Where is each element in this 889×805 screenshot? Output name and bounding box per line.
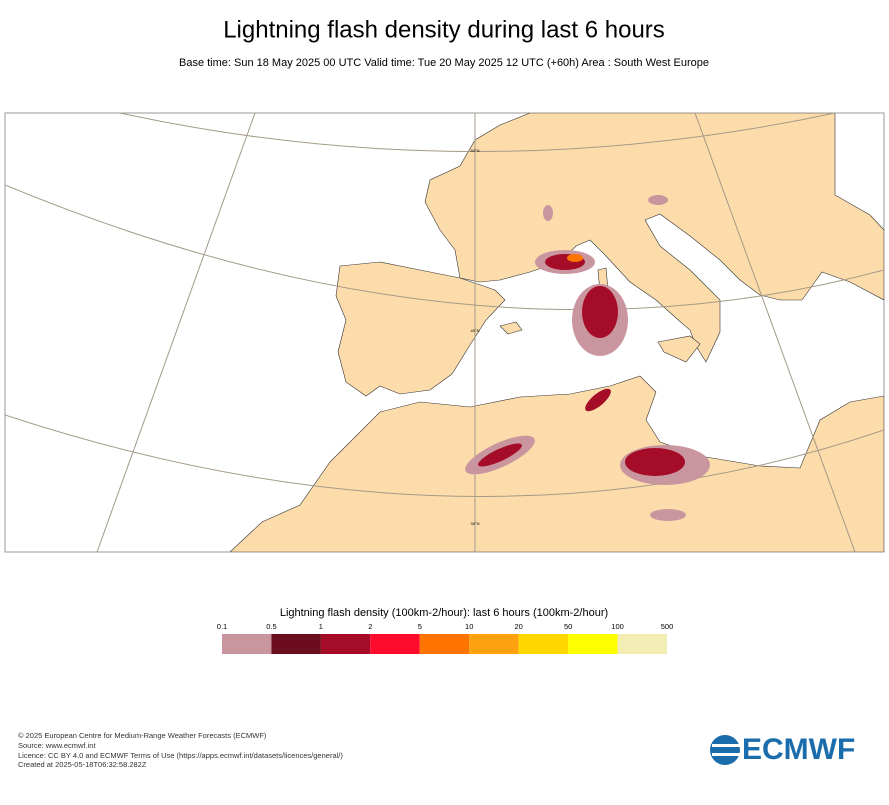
europe bbox=[424, 113, 884, 363]
iberia bbox=[335, 261, 506, 397]
footer-line: © 2025 European Centre for Medium-Range … bbox=[18, 731, 267, 740]
legend-tick-label: 100 bbox=[611, 622, 624, 631]
title: Lightning flash density during last 6 ho… bbox=[223, 16, 665, 43]
north-africa bbox=[229, 375, 884, 552]
legend-swatch bbox=[320, 634, 371, 654]
footer-line: Licence: CC BY 4.0 and ECMWF Terms of Us… bbox=[18, 751, 343, 760]
subtitle: Base time: Sun 18 May 2025 00 UTC Valid … bbox=[179, 57, 709, 69]
legend-swatch bbox=[222, 634, 272, 654]
graticule bbox=[5, 184, 884, 311]
graticule bbox=[96, 113, 256, 552]
legend-tick-label: 0.5 bbox=[266, 622, 276, 631]
legend-tick-label: 50 bbox=[564, 622, 572, 631]
legend-tick-label: 20 bbox=[514, 622, 522, 631]
legend-title: Lightning flash density (100km-2/hour): … bbox=[280, 607, 608, 619]
legend-swatch bbox=[617, 634, 667, 654]
legend-tick-label: 1 bbox=[319, 622, 323, 631]
footer: © 2025 European Centre for Medium-Range … bbox=[18, 731, 855, 769]
footer-line: Created at 2025-05-18T06:32:58.282Z bbox=[18, 760, 147, 769]
graticule bbox=[5, 414, 884, 497]
legend-swatch bbox=[271, 634, 321, 654]
map: 50°N 40°N 30°N bbox=[4, 112, 885, 553]
legend-tick-label: 0.1 bbox=[217, 622, 227, 631]
graticule bbox=[119, 113, 836, 152]
logo-text: ECMWF bbox=[742, 733, 855, 766]
lightning bbox=[465, 195, 710, 521]
legend-tick-label: 5 bbox=[418, 622, 422, 631]
legend-swatch bbox=[518, 634, 569, 654]
graticule bbox=[694, 113, 856, 552]
legend: Lightning flash density (100km-2/hour): … bbox=[217, 607, 673, 654]
legend-tick-label: 500 bbox=[661, 622, 674, 631]
legend-swatch bbox=[469, 634, 519, 654]
grid-label: 30°N bbox=[471, 521, 480, 526]
balearics bbox=[499, 321, 523, 335]
legend-swatch bbox=[419, 634, 470, 654]
grid-label: 40°N bbox=[471, 328, 480, 333]
legend-swatch bbox=[370, 634, 420, 654]
sicily bbox=[657, 335, 701, 363]
footer-line: Source: www.ecmwf.int bbox=[18, 741, 96, 750]
legend-tick-label: 2 bbox=[368, 622, 372, 631]
logo: ECMWF bbox=[710, 733, 855, 766]
legend-tick-label: 10 bbox=[465, 622, 473, 631]
grid-label: 50°N bbox=[471, 148, 480, 153]
legend-swatch bbox=[568, 634, 618, 654]
